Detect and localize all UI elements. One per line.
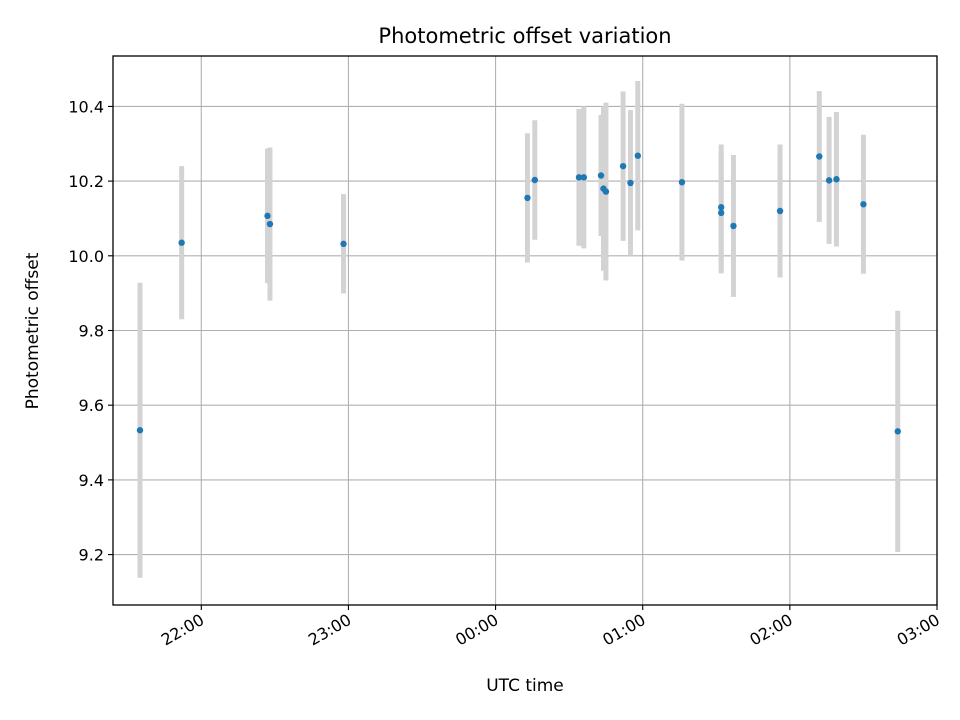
data-point: [717, 209, 725, 217]
x-axis-title: UTC time: [486, 676, 564, 696]
data-point: [575, 174, 583, 181]
y-tick-label: 10.0: [68, 247, 104, 266]
data-point: [717, 204, 725, 211]
data-point: [264, 212, 271, 220]
y-tick-label: 9.8: [79, 322, 104, 341]
data-point: [634, 152, 642, 159]
y-tick-label: 9.2: [79, 546, 104, 565]
y-tick-label: 9.4: [79, 471, 104, 490]
y-tick-label: 10.4: [68, 97, 104, 116]
data-point: [860, 201, 867, 208]
data-point: [602, 188, 610, 195]
y-axis-ticks: 9.2 9.4 9.6 9.8 10.0 10.2 10.4: [68, 97, 113, 565]
data-point: [894, 428, 901, 435]
y-tick-label: 9.6: [79, 396, 104, 415]
data-point: [524, 194, 531, 202]
y-axis-title: Photometric offset: [23, 252, 43, 409]
data-points: [136, 152, 901, 435]
data-point: [136, 427, 144, 434]
data-point: [776, 207, 784, 215]
data-point: [833, 176, 840, 183]
data-point: [816, 153, 823, 160]
data-point: [340, 240, 347, 248]
chart-title: Photometric offset variation: [378, 24, 671, 48]
data-point: [627, 179, 634, 187]
data-point: [597, 172, 605, 179]
data-point: [531, 176, 539, 184]
data-point: [266, 220, 274, 228]
y-tick-label: 10.2: [68, 172, 104, 191]
data-point: [678, 179, 686, 186]
data-point: [178, 239, 185, 246]
data-point: [730, 222, 737, 230]
data-point: [619, 162, 627, 170]
data-point: [825, 177, 833, 184]
data-point: [580, 174, 588, 181]
